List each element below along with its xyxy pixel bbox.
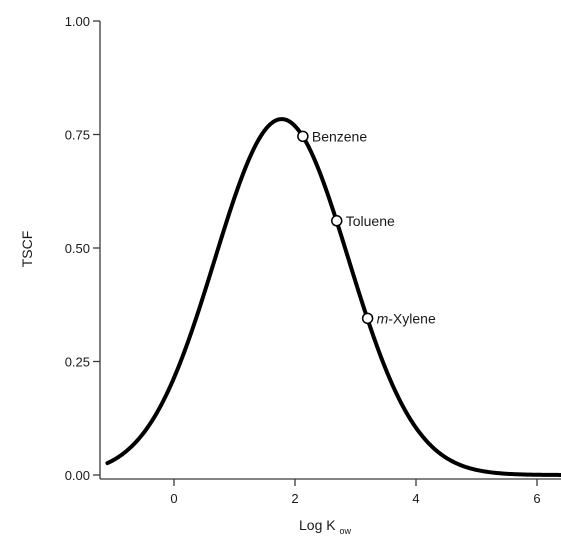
data-point-marker	[361, 312, 374, 325]
x-tick-label: 0	[170, 491, 177, 506]
y-tick-label: 0.00	[65, 468, 90, 483]
x-tick-label: 2	[291, 491, 298, 506]
x-tick-label: 4	[412, 491, 419, 506]
data-point-label: Toluene	[346, 213, 395, 229]
data-point-marker	[297, 130, 309, 143]
y-tick-label: 0.25	[65, 355, 90, 370]
data-point-marker	[330, 215, 343, 227]
x-axis-label-main: Log K	[299, 517, 336, 533]
y-axis-label: TSCF	[19, 231, 35, 268]
data-point-label: Benzene	[312, 128, 367, 144]
x-axis-label-subscript: ow	[339, 526, 351, 536]
ticks: 0.00 0.25 0.50 0.75 1.00 0 2 4 6	[65, 14, 541, 506]
tscf-curve	[105, 117, 561, 477]
y-tick-label: 0.50	[65, 241, 90, 256]
axes	[99, 21, 561, 480]
x-axis-label: Log K ow	[299, 517, 351, 536]
y-tick-label: 1.00	[65, 14, 90, 29]
data-points: Benzene Toluene m-Xylene	[297, 128, 436, 326]
y-tick-label: 0.75	[65, 128, 90, 143]
x-tick-label: 6	[533, 491, 540, 506]
data-point-label: m-Xylene	[377, 310, 436, 326]
